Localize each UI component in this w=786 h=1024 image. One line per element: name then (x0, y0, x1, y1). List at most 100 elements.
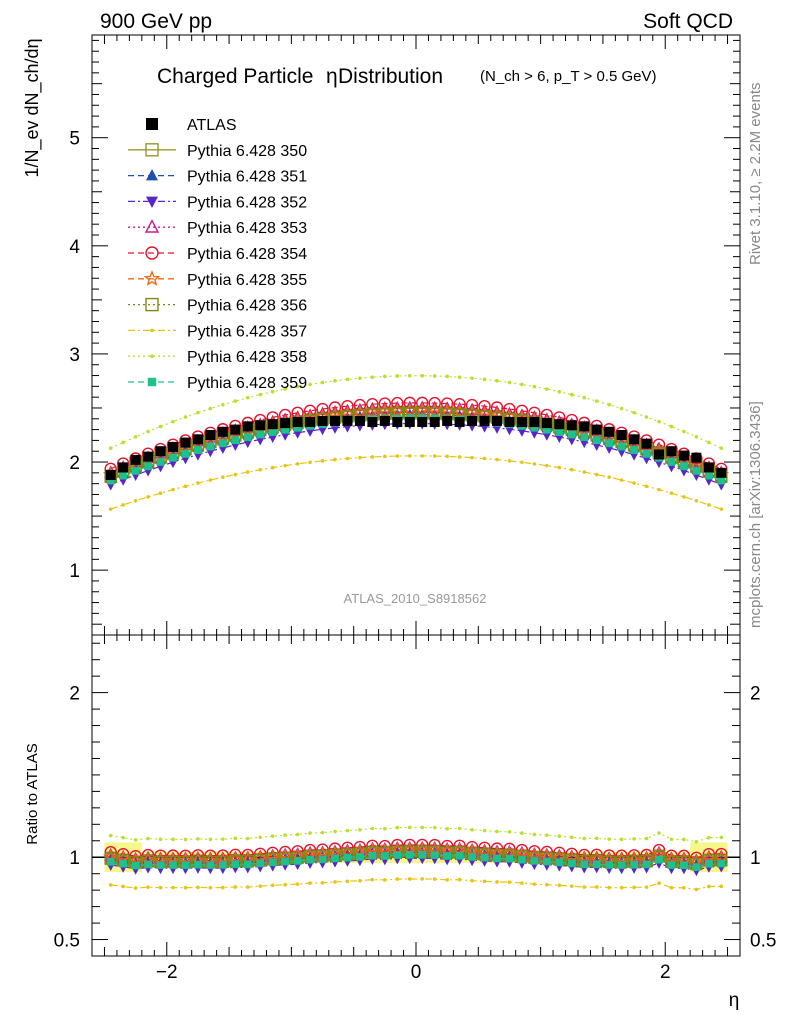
marker (432, 454, 437, 458)
marker (196, 837, 200, 841)
marker (457, 826, 462, 831)
marker (520, 460, 524, 465)
marker (616, 430, 627, 440)
marker (196, 410, 200, 415)
marker (333, 829, 337, 834)
marker (158, 424, 163, 429)
marker (146, 885, 150, 889)
legend-label: ATLAS (187, 117, 237, 134)
marker (333, 379, 337, 383)
legend: ATLAS Pythia 6.428 350 Pythia 6.428 351 Pyt… (128, 117, 307, 392)
marker (532, 384, 537, 389)
marker (553, 846, 566, 860)
marker (316, 402, 329, 416)
marker (293, 857, 302, 865)
marker (320, 380, 325, 385)
marker (607, 885, 611, 890)
marker (258, 467, 263, 472)
marker (268, 428, 277, 436)
marker (682, 429, 686, 434)
legend-label: Pythia 6.428 358 (187, 349, 307, 366)
marker (183, 484, 188, 489)
marker (119, 859, 128, 868)
marker (644, 885, 649, 889)
marker (666, 446, 677, 457)
marker (654, 449, 664, 460)
marker (407, 877, 412, 881)
marker (566, 420, 577, 431)
legend-item-357: Pythia 6.428 357 (128, 323, 307, 340)
marker (719, 884, 724, 889)
marker (495, 829, 499, 834)
marker (557, 834, 562, 838)
marker (342, 415, 353, 426)
marker (306, 855, 314, 864)
marker (146, 118, 158, 130)
legend-label: Pythia 6.428 355 (187, 272, 307, 289)
marker (318, 855, 327, 864)
marker (295, 462, 300, 466)
marker (308, 881, 312, 885)
marker (208, 478, 213, 482)
marker (333, 457, 337, 462)
marker (445, 454, 449, 459)
marker (320, 880, 325, 885)
marker (530, 857, 539, 865)
marker (682, 837, 686, 842)
marker (515, 843, 529, 857)
marker (258, 835, 263, 840)
marker (545, 833, 549, 838)
marker (567, 430, 576, 439)
marker (518, 855, 526, 864)
marker (604, 426, 615, 437)
marker (229, 848, 242, 862)
marker (328, 401, 342, 414)
marker (330, 415, 340, 426)
x-tick-label: 2 (660, 962, 671, 983)
series-line (110, 375, 722, 449)
marker (368, 851, 377, 860)
marker (594, 472, 599, 477)
marker (242, 421, 253, 432)
marker (308, 460, 312, 465)
marker (392, 417, 403, 428)
marker (580, 433, 589, 442)
marker (245, 836, 250, 841)
marker (420, 825, 425, 830)
legend-label: Pythia 6.428 357 (187, 323, 307, 340)
marker (143, 270, 161, 286)
marker (243, 860, 252, 869)
marker (445, 826, 449, 831)
marker (267, 419, 278, 430)
marker (395, 877, 400, 881)
marker (367, 417, 378, 428)
marker (308, 382, 312, 387)
marker (233, 836, 238, 841)
marker (352, 404, 368, 420)
marker (545, 387, 549, 391)
marker (445, 878, 449, 882)
legend-label: Pythia 6.428 350 (187, 143, 307, 160)
marker (158, 885, 163, 890)
marker (341, 841, 354, 854)
marker (554, 419, 565, 430)
series-line (110, 455, 722, 510)
y-tick-label-ratio: 0.5 (54, 931, 80, 952)
marker (266, 846, 279, 860)
marker (694, 887, 699, 892)
marker (258, 884, 263, 888)
ratio-line (110, 844, 722, 859)
series-357 (108, 454, 724, 511)
marker (557, 465, 562, 470)
marker (582, 470, 587, 474)
marker (280, 418, 291, 429)
marker (366, 397, 379, 411)
marker (308, 831, 312, 835)
marker (482, 828, 487, 833)
marker (270, 465, 275, 470)
marker (680, 861, 688, 870)
marker (669, 424, 674, 429)
marker (707, 503, 711, 507)
marker (642, 450, 651, 458)
marker (707, 440, 711, 445)
